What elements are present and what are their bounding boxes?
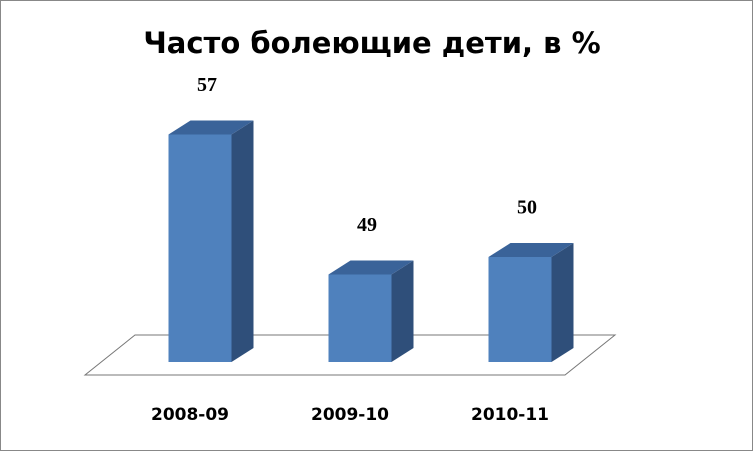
x-tick-label: 2010-11 <box>471 405 549 425</box>
bar-front <box>488 257 552 362</box>
bar-top <box>488 243 574 257</box>
data-label: 49 <box>357 214 377 236</box>
bar-side <box>231 120 254 362</box>
x-tick-label: 2008-09 <box>151 405 229 425</box>
bar <box>328 260 414 362</box>
data-label: 50 <box>517 197 537 219</box>
bar-side <box>391 260 414 362</box>
chart-title: Часто болеющие дети, в % <box>143 26 600 60</box>
x-tick-label: 2009-10 <box>311 405 389 425</box>
bar <box>488 243 574 362</box>
bar-top <box>328 260 414 275</box>
bar-side <box>551 243 574 362</box>
bar <box>168 120 254 362</box>
data-label: 57 <box>197 74 217 96</box>
bar-front <box>328 274 392 362</box>
bar-front <box>168 134 232 362</box>
bar-top <box>168 120 254 135</box>
